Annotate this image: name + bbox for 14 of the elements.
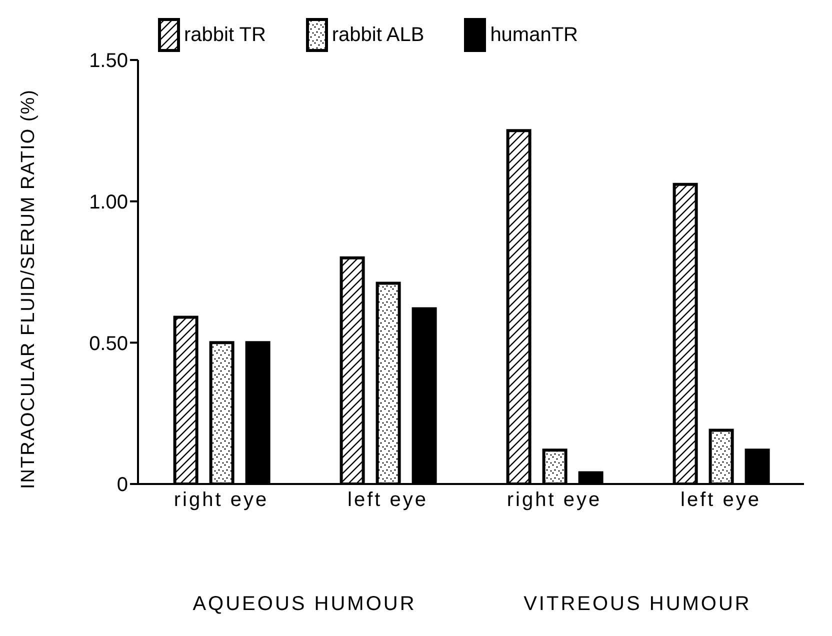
legend-label: rabbit TR bbox=[184, 24, 266, 46]
y-tick-label: 0.50 bbox=[89, 332, 128, 355]
x-tick-label: right eye bbox=[174, 489, 269, 512]
y-tick-label: 0 bbox=[116, 474, 128, 496]
y-axis-title: INTRAOCULAR FLUID/SERUM RATIO (%) bbox=[18, 88, 39, 490]
text: AQUEOUS HUMOUR bbox=[192, 593, 416, 615]
text: VITREOUS HUMOUR bbox=[524, 593, 752, 615]
legend-label: rabbit ALB bbox=[332, 24, 424, 46]
y-tick-label: 1.00 bbox=[89, 191, 128, 214]
x-tick-label: left eye bbox=[348, 489, 428, 512]
legend-label: humanTR bbox=[490, 24, 578, 46]
x-tick-label: left eye bbox=[680, 489, 761, 512]
y-tick-label: 1.50 bbox=[89, 50, 128, 72]
x-tick-label: right eye bbox=[506, 489, 602, 512]
